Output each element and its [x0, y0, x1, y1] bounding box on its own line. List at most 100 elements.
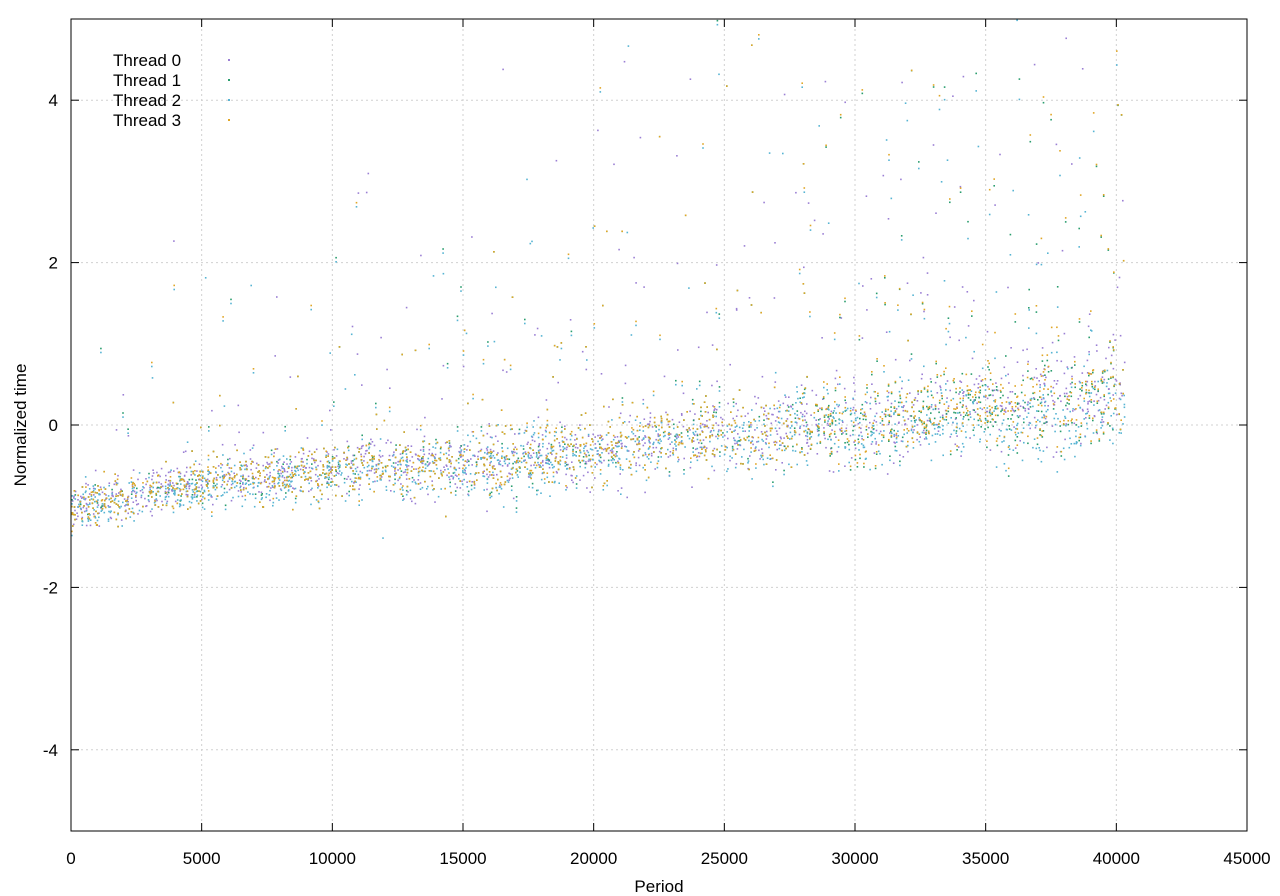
- data-point: [85, 524, 88, 527]
- data-point: [198, 478, 200, 481]
- data-point: [1101, 424, 1104, 427]
- data-point: [1028, 408, 1030, 410]
- data-point: [815, 423, 817, 426]
- data-point: [1016, 444, 1019, 446]
- data-point: [361, 499, 363, 501]
- data-point: [1072, 410, 1074, 412]
- data-point: [1112, 346, 1114, 348]
- data-point: [594, 447, 597, 449]
- data-point: [448, 459, 451, 461]
- data-point: [750, 424, 752, 426]
- data-point: [203, 508, 206, 510]
- data-point: [367, 172, 370, 175]
- data-point: [890, 415, 892, 418]
- data-point: [390, 465, 393, 467]
- data-point: [349, 478, 352, 481]
- data-point: [621, 445, 623, 447]
- data-point: [1003, 440, 1005, 442]
- data-point: [989, 378, 992, 381]
- data-point: [732, 405, 735, 408]
- data-point: [616, 455, 618, 457]
- data-point: [431, 480, 433, 482]
- data-point: [727, 402, 729, 405]
- data-point: [482, 456, 485, 459]
- data-point: [887, 414, 889, 416]
- data-point: [227, 471, 229, 474]
- data-point: [987, 366, 989, 368]
- data-point: [501, 431, 504, 433]
- data-point: [101, 505, 103, 507]
- data-point: [400, 474, 403, 476]
- data-point: [964, 431, 967, 433]
- data-point: [793, 427, 796, 429]
- data-point: [534, 467, 537, 469]
- data-point: [732, 401, 735, 404]
- data-point: [442, 252, 444, 254]
- data-point: [583, 450, 585, 452]
- data-point: [840, 317, 843, 319]
- data-point: [736, 440, 738, 443]
- data-point: [423, 453, 426, 456]
- data-point: [564, 436, 566, 439]
- data-point: [1041, 416, 1043, 419]
- data-point: [1090, 440, 1092, 442]
- data-point: [331, 466, 334, 468]
- data-point: [1036, 410, 1038, 412]
- data-point: [557, 461, 560, 464]
- data-point: [817, 424, 819, 427]
- data-point: [1086, 412, 1088, 415]
- data-point: [1063, 332, 1066, 335]
- data-point: [215, 471, 217, 473]
- data-point: [893, 429, 895, 432]
- data-point: [193, 494, 196, 496]
- data-point: [1059, 174, 1061, 177]
- data-point: [988, 368, 990, 371]
- data-point: [694, 413, 696, 415]
- data-point: [739, 444, 741, 446]
- data-point: [432, 489, 434, 491]
- data-point: [213, 482, 215, 485]
- data-point: [127, 512, 129, 515]
- data-point: [634, 419, 637, 421]
- data-point: [1002, 387, 1004, 389]
- data-point: [838, 404, 840, 406]
- data-point: [574, 446, 577, 449]
- data-point: [192, 470, 194, 473]
- data-point: [972, 402, 975, 405]
- data-point: [463, 444, 466, 446]
- data-point: [989, 414, 992, 417]
- data-point: [535, 464, 538, 467]
- data-point: [1009, 254, 1012, 256]
- data-point: [1044, 374, 1046, 376]
- data-point: [156, 499, 158, 502]
- data-point: [228, 477, 231, 479]
- data-point: [611, 450, 613, 452]
- data-point: [500, 488, 503, 490]
- data-point: [273, 452, 275, 454]
- data-point: [955, 387, 957, 390]
- data-point: [850, 457, 853, 459]
- data-point: [506, 479, 509, 482]
- data-point: [498, 462, 500, 464]
- data-point: [135, 496, 137, 498]
- data-point: [118, 506, 120, 508]
- data-point: [719, 451, 721, 453]
- data-point: [230, 298, 232, 301]
- data-point: [967, 220, 969, 223]
- data-point: [93, 509, 95, 511]
- data-point: [89, 503, 91, 505]
- data-point: [726, 425, 729, 427]
- data-point: [803, 396, 805, 398]
- data-point: [84, 497, 87, 500]
- data-point: [1112, 412, 1115, 415]
- data-point: [1020, 391, 1023, 394]
- data-point: [397, 460, 399, 463]
- data-point: [460, 455, 463, 458]
- data-point: [612, 461, 614, 464]
- data-point: [201, 506, 204, 509]
- data-point: [1113, 384, 1115, 387]
- data-point: [973, 426, 975, 429]
- data-point: [895, 408, 898, 410]
- data-point: [852, 409, 854, 411]
- data-point: [669, 454, 672, 457]
